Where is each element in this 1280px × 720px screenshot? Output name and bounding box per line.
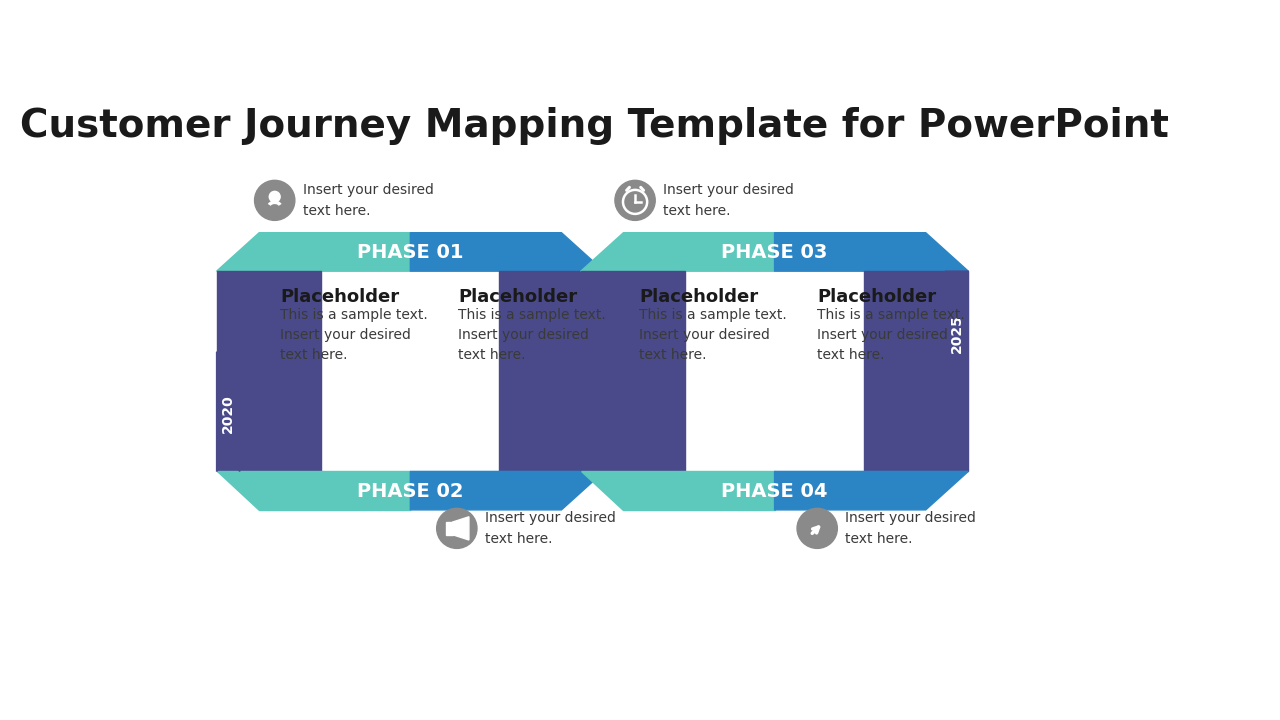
Polygon shape (864, 271, 969, 472)
Polygon shape (774, 472, 969, 510)
Text: This is a sample text.
Insert your desired
text here.: This is a sample text. Insert your desir… (639, 308, 787, 362)
Polygon shape (411, 472, 604, 510)
Polygon shape (445, 522, 453, 535)
Text: PHASE 01: PHASE 01 (357, 243, 463, 262)
Text: PHASE 04: PHASE 04 (722, 482, 828, 501)
Polygon shape (216, 352, 239, 472)
Text: Customer Journey Mapping Template for PowerPoint: Customer Journey Mapping Template for Po… (19, 107, 1169, 145)
Polygon shape (453, 517, 468, 540)
Polygon shape (216, 271, 321, 472)
Text: Placeholder: Placeholder (458, 288, 577, 306)
Circle shape (255, 180, 294, 220)
Text: This is a sample text.
Insert your desired
text here.: This is a sample text. Insert your desir… (458, 308, 607, 362)
Polygon shape (945, 271, 969, 390)
Text: This is a sample text.
Insert your desired
text here.: This is a sample text. Insert your desir… (280, 308, 428, 362)
Text: Insert your desired
text here.: Insert your desired text here. (485, 511, 616, 546)
Polygon shape (411, 233, 604, 271)
Text: This is a sample text.
Insert your desired
text here.: This is a sample text. Insert your desir… (817, 308, 965, 362)
Polygon shape (581, 472, 774, 510)
Polygon shape (216, 472, 411, 510)
Circle shape (269, 192, 280, 202)
Polygon shape (581, 233, 774, 271)
Text: Placeholder: Placeholder (639, 288, 758, 306)
Polygon shape (216, 233, 411, 271)
Text: PHASE 02: PHASE 02 (357, 482, 463, 501)
Circle shape (614, 180, 655, 220)
Text: 2020: 2020 (221, 395, 236, 433)
Text: Insert your desired
text here.: Insert your desired text here. (845, 511, 975, 546)
Text: 2025: 2025 (950, 314, 964, 353)
Text: Insert your desired
text here.: Insert your desired text here. (302, 183, 434, 217)
Circle shape (797, 508, 837, 549)
Polygon shape (774, 233, 969, 271)
Circle shape (436, 508, 477, 549)
Text: Insert your desired
text here.: Insert your desired text here. (663, 183, 794, 217)
Text: Placeholder: Placeholder (817, 288, 937, 306)
Polygon shape (581, 271, 686, 472)
Polygon shape (499, 271, 604, 472)
Text: PHASE 03: PHASE 03 (722, 243, 828, 262)
Text: Placeholder: Placeholder (280, 288, 399, 306)
